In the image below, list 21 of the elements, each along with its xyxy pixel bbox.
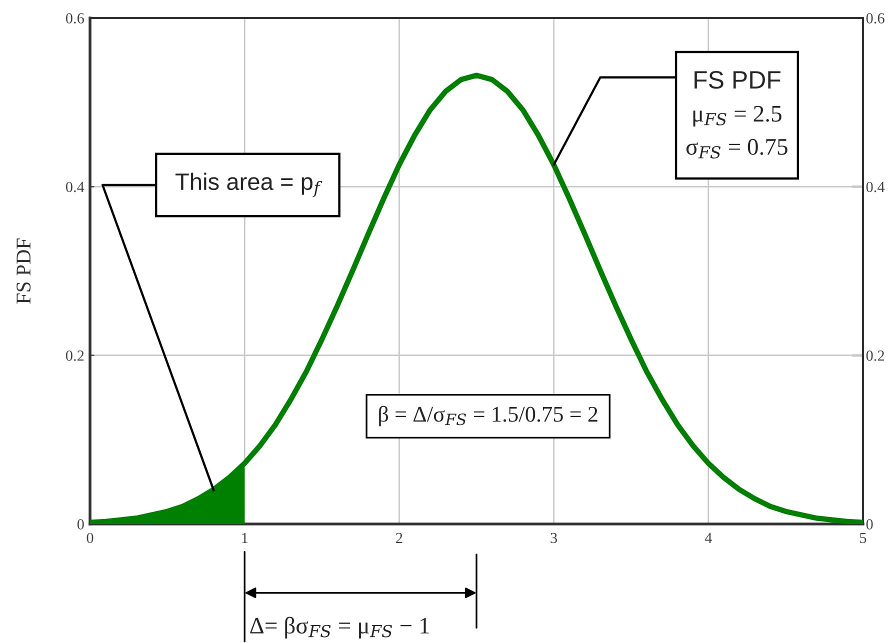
y-tick-label: 0.6 [66,13,84,24]
y2-tick-label: 0.6 [866,13,884,24]
y2-tick-label: 0 [866,519,873,530]
x-tick-label: 3 [550,532,558,544]
text: Δ= βσ$_{FS}$ = μ$_{FS}$ − 1 [250,616,429,638]
annotation: FS PDF [694,71,780,89]
x-tick-label: 2 [396,532,402,543]
annotation: β = Δ/σ$_{FS}$ = 1.5/0.75 = 2 [379,406,598,426]
x-tick-label: 1 [242,532,248,543]
y-tick-label: 0.4 [66,182,84,192]
y-tick-label: 0 [77,519,84,530]
x-tick-label: 0 [86,532,94,544]
y-tick-label: 0.2 [66,350,84,361]
y2-tick-label: 0.2 [866,350,884,361]
annotation: This area = p$_{f}$ [176,172,322,197]
annotation: μ$_{FS}$ = 2.5 [693,106,782,127]
annotation: σ$_{FS}$ = 0.75 [686,138,788,159]
x-tick-label: 5 [860,532,866,544]
y-axis-title: FS PDF [16,238,31,304]
x-tick-label: 4 [704,532,712,543]
y2-tick-label: 0.4 [866,182,885,192]
